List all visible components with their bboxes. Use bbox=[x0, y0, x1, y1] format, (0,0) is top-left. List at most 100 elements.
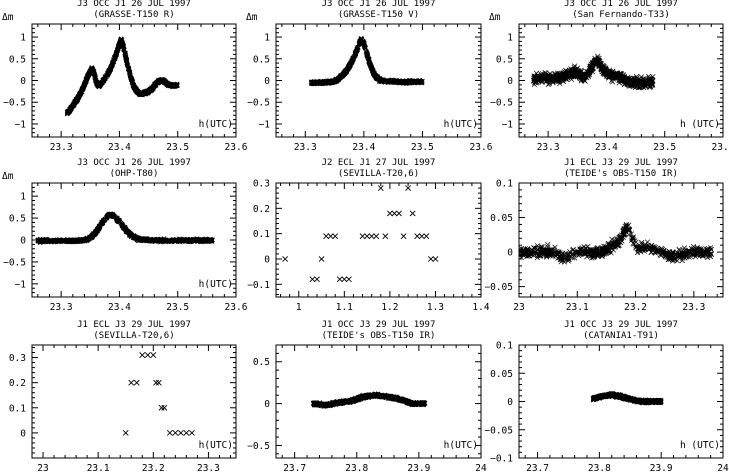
data-point bbox=[620, 230, 626, 237]
data-point bbox=[432, 256, 439, 262]
data-point bbox=[133, 379, 140, 386]
data-point bbox=[657, 252, 663, 258]
y-tick-label: 0.3 bbox=[253, 179, 270, 190]
data-point bbox=[391, 210, 398, 217]
data-point bbox=[144, 352, 151, 358]
y-tick-label: 0.1 bbox=[253, 229, 270, 240]
data-point bbox=[647, 245, 653, 251]
data-point bbox=[368, 233, 375, 240]
data-point bbox=[700, 253, 706, 259]
data-series bbox=[311, 391, 428, 409]
data-point bbox=[123, 54, 129, 60]
y-tick-label: 0.2 bbox=[253, 204, 270, 215]
data-point bbox=[591, 251, 598, 258]
data-point bbox=[560, 76, 566, 82]
data-point bbox=[353, 51, 358, 57]
data-point bbox=[693, 247, 700, 253]
y-tick-label: 0.1 bbox=[9, 403, 26, 414]
data-point bbox=[647, 245, 654, 251]
data-point bbox=[345, 276, 352, 283]
data-point bbox=[209, 238, 215, 243]
data-point bbox=[81, 81, 87, 87]
data-point bbox=[70, 238, 76, 244]
data-point bbox=[377, 185, 384, 191]
data-point bbox=[386, 210, 393, 217]
data-point bbox=[654, 245, 660, 252]
chart-subtitle: (OHP-T80) bbox=[110, 169, 159, 179]
data-point bbox=[77, 91, 83, 97]
data-point bbox=[549, 252, 555, 258]
data-point bbox=[533, 77, 539, 83]
data-point bbox=[621, 226, 627, 232]
data-point bbox=[418, 79, 424, 85]
data-point bbox=[200, 239, 206, 244]
y-tick-label: 0 bbox=[507, 248, 513, 259]
data-point bbox=[538, 244, 544, 250]
data-point bbox=[618, 71, 625, 78]
x-tick-label: 23.1 bbox=[87, 463, 110, 473]
data-point bbox=[652, 250, 659, 256]
x-tick-label: 23.4 bbox=[108, 142, 131, 153]
data-point bbox=[565, 68, 571, 75]
chart-title: J3 OCC J1 26 JUL 1997 bbox=[77, 0, 191, 9]
data-point bbox=[538, 246, 544, 252]
chart-subtitle: (GRASSE-T150 V) bbox=[338, 10, 419, 20]
x-tick-label: 23.6 bbox=[225, 302, 248, 313]
data-point bbox=[595, 58, 602, 64]
data-point bbox=[68, 106, 74, 112]
data-point bbox=[314, 79, 319, 85]
data-point bbox=[137, 91, 143, 97]
data-point bbox=[141, 90, 147, 96]
data-point bbox=[572, 70, 578, 76]
data-point bbox=[93, 230, 99, 235]
data-point bbox=[627, 83, 633, 89]
data-point bbox=[595, 245, 601, 251]
data-point bbox=[122, 50, 128, 56]
data-point bbox=[111, 213, 116, 219]
data-point bbox=[573, 73, 579, 79]
data-series bbox=[35, 211, 215, 245]
data-point bbox=[363, 48, 369, 54]
data-point bbox=[663, 253, 669, 259]
data-point bbox=[642, 246, 649, 252]
x-tick-label: 23.9 bbox=[407, 463, 430, 473]
data-point bbox=[396, 210, 402, 217]
data-point bbox=[638, 245, 644, 251]
y-tick-label: −1 bbox=[15, 279, 27, 290]
y-tick-label: 0.5 bbox=[253, 54, 270, 65]
data-point bbox=[325, 80, 331, 86]
data-point bbox=[102, 76, 107, 82]
data-point bbox=[166, 429, 173, 436]
y-tick-label: 0.5 bbox=[496, 54, 513, 65]
x-tick-label: 24 bbox=[475, 463, 487, 473]
data-point bbox=[580, 249, 586, 256]
data-point bbox=[588, 66, 594, 73]
data-point bbox=[658, 245, 665, 251]
data-point bbox=[698, 250, 704, 257]
x-tick-label: 23.6 bbox=[470, 142, 493, 153]
x-tick-label: 23.3 bbox=[294, 142, 317, 153]
chart-title: J3 OCC J1 26 JUL 1997 bbox=[564, 0, 678, 9]
data-point bbox=[595, 53, 601, 59]
x-tick-label: 23.5 bbox=[166, 142, 189, 153]
chart-subtitle: (TEIDE's OBS-T150 IR) bbox=[564, 169, 678, 179]
data-point bbox=[340, 71, 346, 77]
data-point bbox=[612, 237, 618, 244]
data-point bbox=[176, 238, 182, 244]
data-point bbox=[677, 247, 683, 254]
x-axis-label: h(UTC) bbox=[199, 440, 233, 451]
x-tick-label: 1.1 bbox=[336, 302, 353, 313]
data-point bbox=[649, 245, 656, 251]
data-point bbox=[168, 83, 173, 88]
data-point bbox=[611, 71, 617, 77]
x-axis-label: h(UTC) bbox=[199, 279, 233, 290]
data-point bbox=[99, 220, 105, 225]
data-point bbox=[409, 210, 416, 217]
data-point bbox=[533, 248, 540, 254]
data-point bbox=[149, 238, 155, 244]
data-point bbox=[314, 276, 320, 283]
data-point bbox=[602, 66, 609, 72]
data-point bbox=[194, 238, 200, 244]
data-point bbox=[341, 276, 348, 283]
